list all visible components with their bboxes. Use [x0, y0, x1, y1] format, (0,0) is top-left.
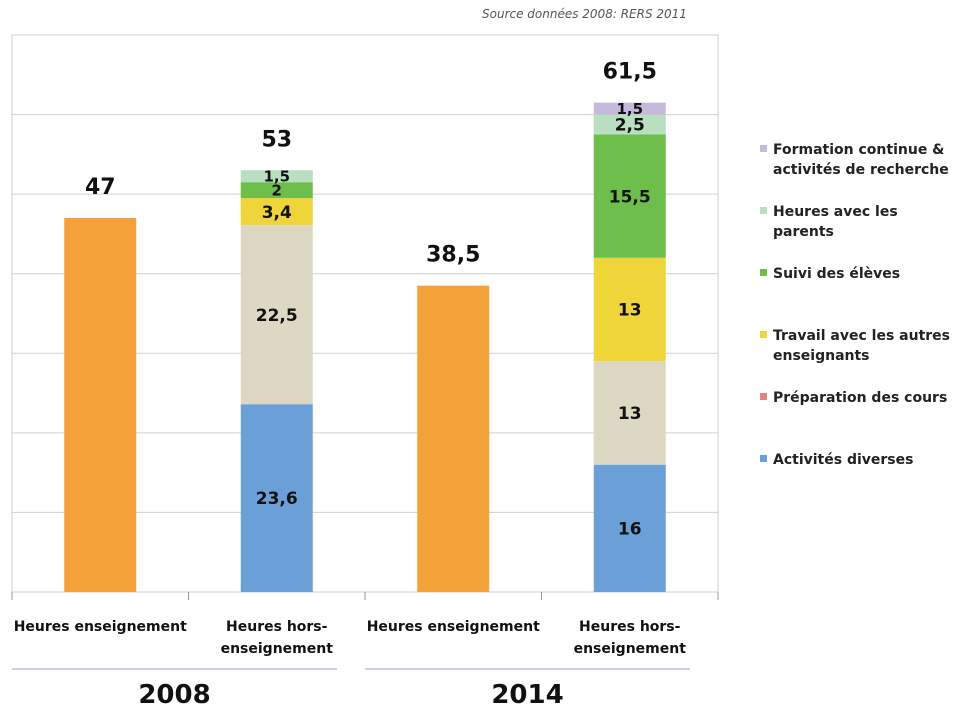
segment-label: 2: [272, 182, 282, 200]
bar-segment: [593, 134, 666, 258]
legend-label: Heures avec les parents: [773, 204, 898, 240]
segment-label: 13: [618, 301, 642, 321]
bar-segment: [593, 361, 666, 465]
legend-label: Activités diverses: [773, 452, 914, 468]
bar-segment: [64, 218, 137, 592]
bar-segment: [593, 464, 666, 592]
bar-segment: [240, 170, 313, 183]
bar-total-label: 61,5: [603, 60, 657, 85]
legend-label: Préparation des cours: [773, 390, 948, 406]
bar-total-label: 38,5: [426, 243, 480, 268]
bar-segment: [417, 285, 490, 592]
source-note: Source données 2008: RERS 2011: [482, 7, 687, 21]
segment-label: 23,6: [256, 489, 298, 509]
category-label: enseignement: [221, 641, 334, 657]
bar-segment: [593, 102, 666, 115]
legend-label: Travail avec les autres enseignants: [773, 328, 950, 364]
bar-segment: [240, 182, 313, 199]
legend-swatch: [760, 207, 767, 214]
bar-total-label: 53: [261, 127, 292, 152]
legend-swatch: [760, 331, 767, 338]
legend-label: Suivi des élèves: [773, 266, 901, 282]
segment-label: 3,4: [262, 203, 292, 223]
segment-label: 1,5: [263, 168, 290, 186]
legend-swatch: [760, 269, 767, 276]
bar-segment: [240, 404, 313, 592]
group-label: 2014: [491, 680, 563, 708]
legend-label: Formation continue & activités de recher…: [773, 142, 949, 178]
legend-item: Préparation des cours: [760, 388, 963, 408]
category-label: Heures hors-: [579, 619, 681, 635]
legend-item: Formation continue & activités de recher…: [760, 140, 963, 180]
legend-item: Travail avec les autres enseignants: [760, 326, 963, 366]
legend-item: Heures avec les parents: [760, 202, 963, 242]
category-label: Heures enseignement: [367, 619, 540, 635]
legend-swatch: [760, 145, 767, 152]
segment-label: 15,5: [609, 187, 651, 207]
category-label: Heures enseignement: [14, 619, 187, 635]
segment-label: 16: [618, 519, 642, 539]
bar-segment: [240, 198, 313, 226]
segment-label: 2,5: [615, 116, 645, 136]
group-label: 2008: [138, 680, 210, 708]
category-label: Heures hors-: [226, 619, 328, 635]
bar-segment: [593, 114, 666, 135]
legend-swatch: [760, 393, 767, 400]
bar-total-label: 47: [85, 175, 116, 200]
segment-label: 13: [618, 404, 642, 424]
segment-label: 1,5: [616, 100, 643, 118]
bar-segment: [240, 225, 313, 405]
legend-item: Suivi des élèves: [760, 264, 963, 284]
segment-label: 22,5: [256, 306, 298, 326]
bar-segment: [593, 257, 666, 362]
legend-item: Activités diverses: [760, 450, 963, 470]
legend-swatch: [760, 455, 767, 462]
category-label: enseignement: [574, 641, 687, 657]
